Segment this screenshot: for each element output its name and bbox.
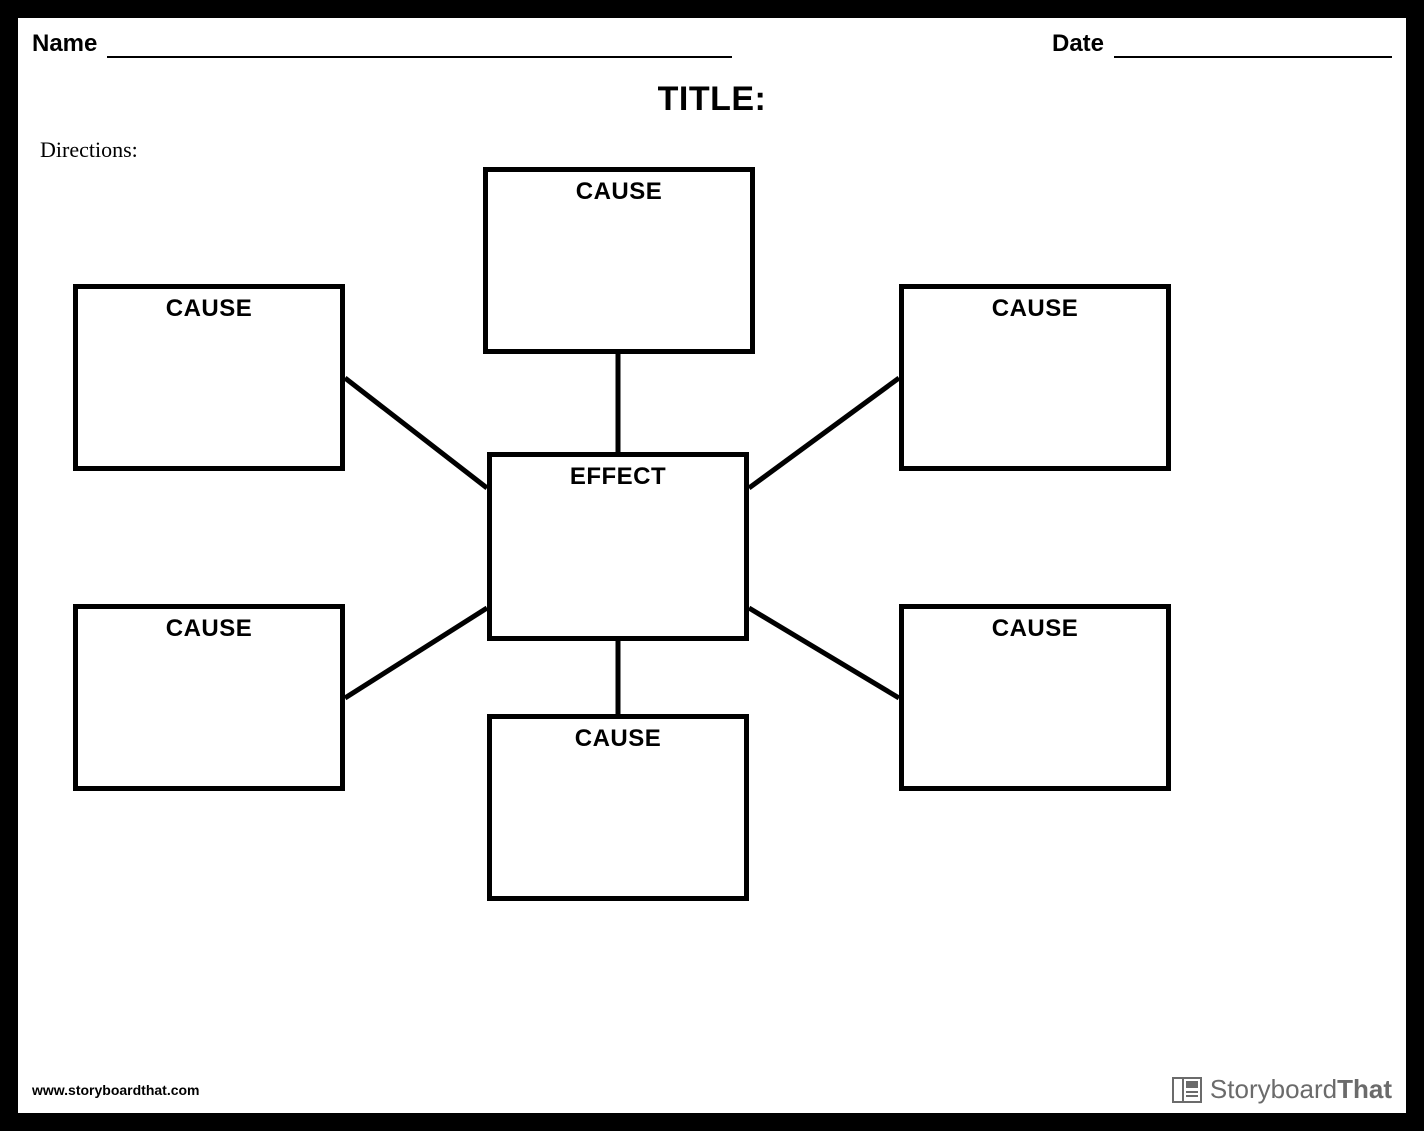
outer-frame: Name Date TITLE: Directions: CAUSECAUSEC… (0, 0, 1424, 1131)
effect-box[interactable]: EFFECT (487, 452, 749, 641)
diagram-canvas: CAUSE CAUSE CAUSE CAUSE CAUSE CAUSE EFFECT (18, 18, 1406, 1113)
cause-box-5-label: CAUSE (904, 615, 1166, 643)
worksheet-page: Name Date TITLE: Directions: CAUSECAUSEC… (18, 18, 1406, 1113)
effect-box-label: EFFECT (492, 463, 744, 491)
cause-box-0[interactable]: CAUSE (483, 167, 755, 354)
cause-box-2-label: CAUSE (78, 295, 340, 323)
cause-box-3[interactable]: CAUSE (73, 604, 345, 791)
cause-box-3-label: CAUSE (78, 615, 340, 643)
storyboard-icon (1172, 1077, 1202, 1103)
footer-url: www.storyboardthat.com (32, 1082, 200, 1098)
cause-box-2[interactable]: CAUSE (73, 284, 345, 471)
brand-part2: That (1337, 1074, 1392, 1104)
cause-box-4[interactable]: CAUSE (899, 284, 1171, 471)
cause-box-5[interactable]: CAUSE (899, 604, 1171, 791)
footer: www.storyboardthat.com StoryboardThat (18, 1074, 1406, 1105)
cause-box-1[interactable]: CAUSE (487, 714, 749, 901)
cause-box-4-label: CAUSE (904, 295, 1166, 323)
cause-box-0-label: CAUSE (488, 178, 750, 206)
cause-box-1-label: CAUSE (492, 725, 744, 753)
brand: StoryboardThat (1172, 1074, 1392, 1105)
brand-part1: Storyboard (1210, 1074, 1337, 1104)
